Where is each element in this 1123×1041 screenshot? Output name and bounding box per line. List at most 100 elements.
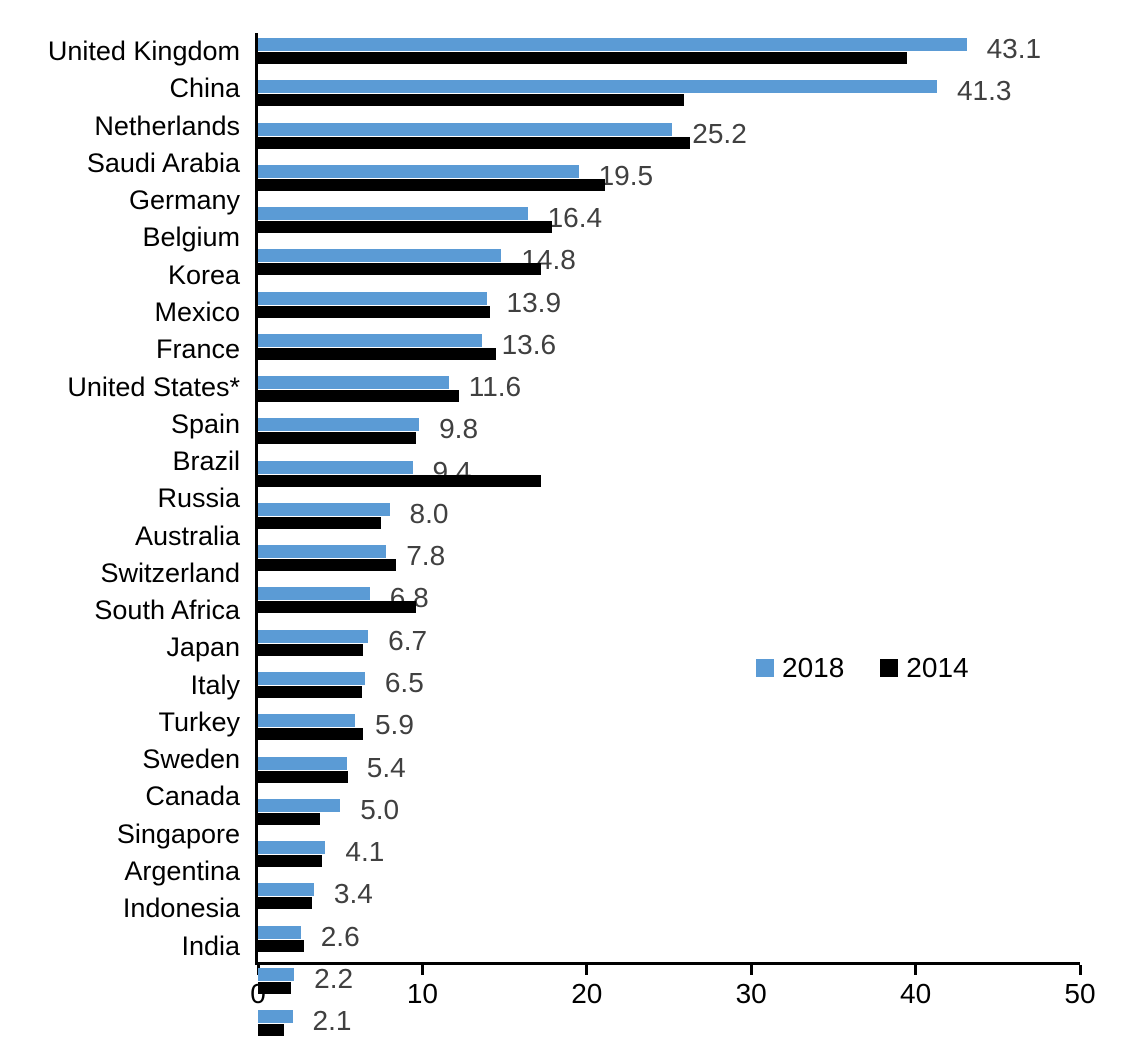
- bar-row: 6.7: [258, 624, 1080, 667]
- bar-2018: [258, 714, 355, 728]
- category-label: Canada: [145, 781, 240, 812]
- category-label: Saudi Arabia: [86, 147, 240, 178]
- legend: 2018 2014: [756, 652, 969, 684]
- category-axis: United Kingdom China Netherlands Saudi Arab…: [0, 33, 240, 965]
- legend-swatch-2018-icon: [756, 659, 774, 677]
- bar-2014: [258, 812, 321, 825]
- legend-item-2018: 2018: [756, 652, 844, 684]
- bar-row: 13.9: [258, 286, 1080, 329]
- value-label: 4.1: [345, 836, 385, 868]
- bar-2018: [258, 502, 390, 516]
- bar-2014: [258, 1024, 285, 1037]
- bar-row: 16.4: [258, 202, 1080, 244]
- bar-2014: [258, 390, 459, 403]
- category-label: Russia: [157, 483, 240, 514]
- bar-2018: [258, 587, 370, 601]
- value-label: 6.7: [388, 624, 428, 656]
- bar-2014: [258, 178, 605, 191]
- bar-row: 19.5: [258, 161, 1080, 202]
- category-label: Switzerland: [100, 557, 240, 588]
- x-axis-tick-label: 30: [735, 978, 767, 1009]
- bar-2018: [258, 460, 413, 474]
- category-label: Italy: [190, 669, 240, 700]
- bar-2014: [258, 263, 541, 276]
- bar-2018: [258, 122, 673, 136]
- bar-2018: [258, 376, 449, 390]
- bar-row: 2.1: [258, 1005, 1080, 1041]
- x-axis-tick-label: 10: [406, 978, 438, 1009]
- bar-2014: [258, 770, 349, 783]
- bar-row: 5.4: [258, 751, 1080, 794]
- bar-2014: [258, 601, 416, 614]
- bar-row: 6.8: [258, 584, 1080, 624]
- category-label: China: [169, 73, 240, 104]
- bar-2014: [258, 136, 691, 149]
- bar-2018: [258, 671, 365, 685]
- category-label: Japan: [166, 632, 240, 663]
- bar-row: 14.8: [258, 246, 1080, 286]
- bar-2014: [258, 516, 382, 529]
- bar-row: 25.2: [258, 117, 1080, 160]
- bar-2018: [258, 756, 347, 770]
- bar-2018: [258, 841, 326, 855]
- bar-row: 41.3: [258, 77, 1080, 117]
- bar-row: 11.6: [258, 373, 1080, 413]
- legend-label-2014: 2014: [906, 652, 969, 683]
- bar-row: 43.1: [258, 33, 1080, 75]
- bar-2018: [258, 629, 369, 643]
- value-label: 3.4: [333, 878, 373, 910]
- bar-row: 9.4: [258, 457, 1080, 498]
- bar-row: 13.6: [258, 328, 1080, 371]
- value-label: 7.8: [406, 540, 446, 572]
- category-label: Argentina: [124, 855, 240, 886]
- bar-2018: [258, 967, 295, 981]
- category-label: Sweden: [142, 744, 240, 775]
- legend-item-2014: 2014: [880, 652, 969, 684]
- value-label: 6.5: [384, 666, 424, 698]
- bar-2014: [258, 939, 305, 952]
- value-label: 9.8: [439, 413, 479, 445]
- value-label: 5.0: [360, 793, 400, 825]
- bar-2014: [258, 685, 362, 698]
- plot-area: 43.1 41.3 25.2 19.5 16.4 14.8 13.9 13.6 11.6 9.8 9…: [250, 33, 1096, 1037]
- bar-2018: [258, 80, 937, 94]
- category-label: United Kingdom: [47, 36, 240, 67]
- bar-2014: [258, 728, 364, 741]
- x-axis-tick: [420, 965, 424, 975]
- bar-2018: [258, 925, 301, 939]
- category-label: Singapore: [116, 818, 240, 849]
- bar-2018: [258, 249, 502, 263]
- value-label: 16.4: [547, 202, 603, 234]
- category-label: Mexico: [154, 296, 240, 327]
- bar-row: 2.6: [258, 920, 1080, 963]
- value-label: 2.6: [320, 920, 360, 952]
- value-label: 5.4: [366, 751, 406, 783]
- bar-2018: [258, 207, 528, 221]
- value-label: 13.9: [506, 286, 562, 318]
- bar-2018: [258, 1010, 293, 1024]
- value-label: 13.6: [501, 328, 557, 360]
- value-label: 25.2: [692, 117, 747, 149]
- bar-2018: [258, 418, 420, 432]
- bar-row: 2.2: [258, 964, 1080, 1005]
- bar-2018: [258, 333, 482, 347]
- category-label: Australia: [134, 520, 240, 551]
- category-label: South Africa: [94, 595, 240, 626]
- value-label: 5.9: [374, 709, 414, 741]
- bar-2014: [258, 855, 323, 868]
- value-label: 43.1: [986, 33, 1042, 64]
- category-label: Belgium: [142, 222, 240, 253]
- x-axis-tick-label: 40: [900, 978, 932, 1009]
- x-axis-tick: [914, 965, 918, 975]
- bar-2014: [258, 52, 908, 64]
- bar-2018: [258, 38, 967, 51]
- bar-row: 8.0: [258, 499, 1080, 540]
- value-label: 2.1: [312, 1005, 352, 1037]
- category-label: Netherlands: [94, 110, 240, 141]
- bar-2014: [258, 981, 291, 994]
- bar-2014: [258, 474, 541, 487]
- bar-2014: [258, 643, 364, 656]
- category-label: India: [181, 930, 240, 961]
- bar-2018: [258, 545, 387, 559]
